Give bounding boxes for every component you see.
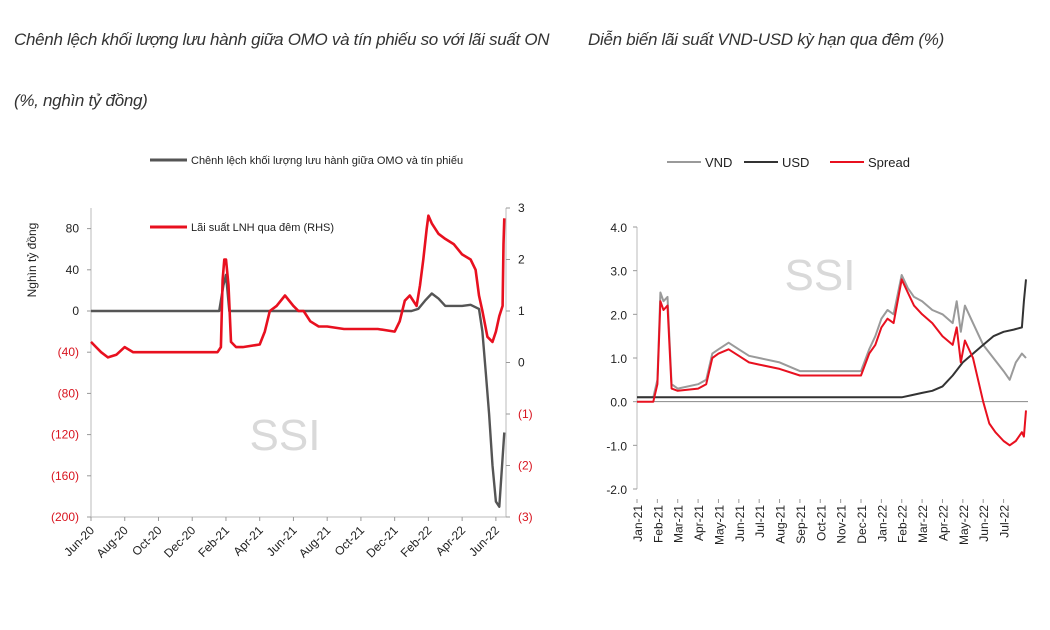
right-series-spread-line <box>637 278 1027 447</box>
left-x-tick-label: Jun-21 <box>264 523 300 559</box>
right-x-tick-label: Jan-22 <box>875 505 889 542</box>
left-x-tick-label: Apr-21 <box>230 523 266 559</box>
left-chart-subtitle: (%, nghìn tỷ đồng) <box>14 91 148 110</box>
left-y2-tick-label: 0 <box>518 356 525 370</box>
right-chart-title: Diễn biến lãi suất VND-USD kỳ hạn qua đê… <box>588 30 944 49</box>
right-legend-label-spread: Spread <box>868 155 910 170</box>
right-y-tick-label: -2.0 <box>606 483 627 497</box>
left-x-tick-label: Dec-21 <box>364 523 401 560</box>
right-series-vnd-line <box>637 274 1027 399</box>
left-x-tick-label: Apr-22 <box>433 523 469 559</box>
right-x-tick-label: Dec-21 <box>855 505 869 544</box>
left-x-tick-label: Dec-20 <box>161 523 198 560</box>
left-x-tick-label: Jun-20 <box>61 523 97 559</box>
right-y-tick-label: -1.0 <box>606 439 627 453</box>
left-y2-tick-label: 3 <box>518 201 525 215</box>
left-x-tick-label: Oct-21 <box>332 523 368 559</box>
left-x-tick-label: Aug-21 <box>296 523 333 560</box>
right-x-tick-label: Jul-22 <box>998 505 1012 538</box>
left-y-tick-label: (120) <box>51 428 79 442</box>
right-legend-label-usd: USD <box>782 155 809 170</box>
left-y-axis-label: Nghìn tỷ đồng <box>25 223 39 298</box>
right-y-tick-label: 2.0 <box>610 308 627 322</box>
right-x-tick-label: Sep-21 <box>794 505 808 544</box>
left-chart-title: Chênh lệch khối lượng lưu hành giữa OMO … <box>14 30 550 49</box>
right-y-tick-label: 1.0 <box>610 352 627 366</box>
right-x-tick-label: May-22 <box>957 505 971 545</box>
right-legend-label-vnd: VND <box>705 155 732 170</box>
right-x-tick-label: Jul-21 <box>753 505 767 538</box>
right-x-tick-label: Jun-21 <box>733 505 747 542</box>
left-x-tick-label: Oct-20 <box>129 523 165 559</box>
left-legend-label-omo: Chênh lệch khối lượng lưu hành giữa OMO … <box>191 155 463 167</box>
left-x-tick-label: Jun-22 <box>466 523 502 559</box>
right-y-tick-label: 4.0 <box>610 221 627 235</box>
right-x-tick-label: Feb-21 <box>651 505 665 543</box>
left-y-tick-label: (80) <box>58 386 79 400</box>
left-x-tick-label: Feb-21 <box>195 523 232 560</box>
left-y2-tick-label: 1 <box>518 304 525 318</box>
right-watermark: SSI <box>785 251 856 300</box>
right-y-tick-label: 0.0 <box>610 396 627 410</box>
right-series-usd-line <box>637 279 1027 399</box>
left-chart: Nghìn tỷ đồng 80 40 0 (40) (80) (120) (160) (200… <box>25 155 533 560</box>
left-y-tick-label: (200) <box>51 510 79 524</box>
left-x-tick-label: Feb-22 <box>398 523 435 560</box>
right-x-tick-label: Apr-22 <box>936 505 950 541</box>
left-y-tick-label: (40) <box>58 345 79 359</box>
right-x-tick-label: Aug-21 <box>774 505 788 544</box>
right-x-tick-label: Nov-21 <box>835 505 849 544</box>
right-x-tick-label: Mar-22 <box>916 505 930 543</box>
right-x-tick-label: Jun-22 <box>977 505 991 542</box>
right-x-tick-label: May-21 <box>712 505 726 545</box>
left-y-tick-label: (160) <box>51 469 79 483</box>
left-series-on-rate-line <box>90 214 506 359</box>
right-x-tick-label: Feb-22 <box>896 505 910 543</box>
left-y2-tick-label: (2) <box>518 459 533 473</box>
right-x-tick-label: Jan-21 <box>631 505 645 542</box>
left-y2-tick-label: (1) <box>518 407 533 421</box>
right-y-tick-label: 3.0 <box>610 265 627 279</box>
left-legend-label-on: Lãi suất LNH qua đêm (RHS) <box>191 222 334 234</box>
right-chart: 4.0 3.0 2.0 1.0 0.0 -1.0 -2.0 Jan-21 Feb-21 Mar-2… <box>606 155 1028 545</box>
right-x-tick-label: Oct-21 <box>814 505 828 541</box>
left-y-tick-label: 80 <box>66 222 80 236</box>
left-series-omo-spread-line <box>91 273 506 508</box>
right-x-tick-label: Apr-21 <box>692 505 706 541</box>
right-x-tick-label: Mar-21 <box>672 505 686 543</box>
left-y-tick-label: 40 <box>66 263 80 277</box>
left-y-tick-label: 0 <box>72 304 79 318</box>
left-y2-tick-label: 2 <box>518 253 525 267</box>
left-watermark: SSI <box>250 411 321 460</box>
left-y2-tick-label: (3) <box>518 510 533 524</box>
left-x-tick-label: Aug-20 <box>94 523 131 560</box>
